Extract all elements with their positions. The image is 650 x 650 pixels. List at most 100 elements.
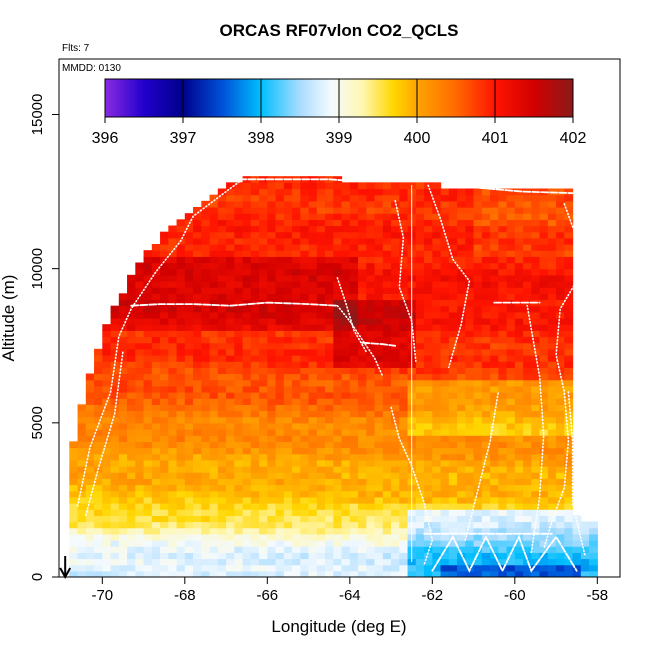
field-cell: [217, 342, 227, 350]
field-cell: [325, 570, 334, 577]
field-cell: [366, 194, 376, 202]
field-cell: [432, 416, 442, 424]
field-cell: [432, 336, 442, 344]
field-cell: [143, 410, 153, 418]
field-cell: [424, 311, 433, 319]
field-cell: [94, 540, 103, 547]
field-cell: [382, 490, 392, 498]
field-cell: [506, 348, 516, 356]
field-cell: [193, 213, 202, 220]
field-cell: [201, 564, 211, 572]
field-cell: [308, 324, 318, 331]
field-cell: [94, 373, 103, 381]
field-cell: [151, 336, 161, 344]
field-cell: [448, 274, 458, 282]
field-cell: [382, 244, 392, 251]
field-cell: [143, 311, 153, 319]
field-cell: [316, 250, 326, 257]
field-cell: [440, 200, 450, 208]
field-cell: [94, 527, 103, 535]
field-cell: [514, 429, 524, 436]
field-cell: [391, 336, 400, 344]
field-cell: [102, 367, 112, 375]
field-cell: [77, 410, 87, 418]
field-cell: [226, 429, 235, 436]
field-cell: [465, 478, 475, 486]
field-cell: [506, 521, 516, 529]
field-cell: [308, 200, 318, 208]
field-cell: [556, 219, 565, 227]
field-cell: [531, 422, 541, 430]
field-cell: [242, 244, 252, 251]
field-cell: [292, 305, 301, 313]
field-cell: [300, 527, 310, 535]
field-cell: [250, 293, 260, 301]
field-cell: [415, 244, 425, 251]
field-cell: [506, 478, 516, 486]
field-cell: [201, 466, 211, 473]
field-cell: [564, 219, 574, 227]
field-cell: [399, 188, 409, 196]
field-cell: [391, 287, 400, 294]
field-cell: [523, 564, 532, 572]
field-cell: [457, 281, 466, 288]
field-cell: [300, 262, 310, 270]
field-cell: [391, 324, 400, 331]
field-cell: [217, 373, 227, 381]
field-cell: [399, 373, 409, 381]
field-cell: [234, 478, 244, 486]
field-cell: [209, 256, 219, 264]
field-cell: [193, 546, 202, 553]
field-cell: [399, 435, 409, 442]
field-cell: [490, 441, 499, 449]
field-cell: [539, 453, 549, 461]
field-cell: [465, 503, 475, 510]
field-cell: [250, 342, 260, 350]
field-cell: [341, 484, 351, 492]
field-cell: [481, 478, 491, 486]
field-cell: [275, 558, 285, 566]
field-cell: [523, 336, 532, 344]
field-cell: [110, 515, 120, 523]
field-cell: [217, 231, 227, 239]
field-cell: [325, 207, 334, 214]
field-cell: [160, 250, 169, 257]
field-cell: [184, 435, 194, 442]
field-cell: [391, 509, 400, 516]
field-cell: [391, 256, 400, 264]
field-cell: [547, 324, 557, 331]
field-cell: [85, 564, 95, 572]
field-cell: [506, 404, 516, 412]
field-cell: [432, 311, 442, 319]
field-cell: [448, 503, 458, 510]
field-cell: [77, 435, 87, 442]
field-cell: [135, 416, 145, 424]
field-cell: [184, 379, 194, 387]
field-cell: [226, 496, 235, 504]
field-cell: [391, 373, 400, 381]
field-cell: [184, 410, 194, 418]
field-cell: [333, 182, 343, 190]
field-cell: [77, 453, 87, 461]
field-cell: [341, 287, 351, 294]
field-cell: [523, 416, 532, 424]
field-cell: [473, 299, 483, 307]
field-cell: [556, 515, 565, 523]
field-cell: [316, 472, 326, 479]
field-cell: [506, 244, 516, 251]
field-cell: [514, 237, 524, 245]
field-cell: [168, 540, 178, 547]
field-cell: [498, 490, 508, 498]
flight-track: [76, 178, 244, 507]
field-cell: [473, 466, 483, 473]
field-cell: [325, 231, 334, 239]
field-cell: [514, 484, 524, 492]
field-cell: [564, 490, 574, 498]
field-cell: [498, 274, 508, 282]
field-cell: [267, 392, 277, 399]
field-cell: [473, 478, 483, 486]
field-cell: [267, 305, 277, 313]
field-cell: [308, 441, 318, 449]
field-cell: [481, 311, 491, 319]
field-cell: [481, 262, 491, 270]
